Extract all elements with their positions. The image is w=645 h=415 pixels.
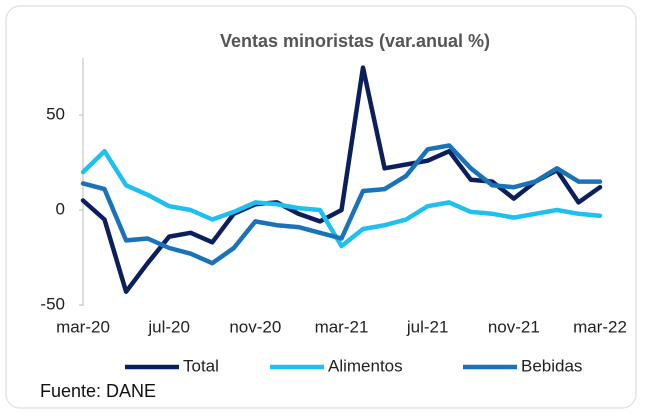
legend-label: Total	[183, 356, 219, 375]
chart-title: Ventas minoristas (var.anual %)	[220, 31, 490, 51]
x-tick-label: nov-21	[488, 317, 540, 336]
y-tick-label: 50	[46, 105, 65, 124]
y-tick-label: 0	[56, 200, 65, 219]
x-tick-label: mar-20	[56, 317, 110, 336]
series-line	[80, 148, 603, 249]
series-line	[80, 65, 603, 294]
x-tick-label: mar-21	[315, 317, 369, 336]
legend-label: Bebidas	[521, 356, 582, 375]
source: Fuente: DANE	[40, 381, 156, 401]
series-line	[80, 143, 603, 266]
x-tick-label: jul-21	[406, 317, 449, 336]
y-tick-label: -50	[40, 294, 65, 313]
x-tick-label: nov-20	[229, 317, 281, 336]
legend-label: Alimentos	[328, 356, 403, 375]
card-border	[5, 5, 637, 409]
x-tick-label: mar-22	[573, 317, 627, 336]
x-tick-label: jul-20	[147, 317, 190, 336]
